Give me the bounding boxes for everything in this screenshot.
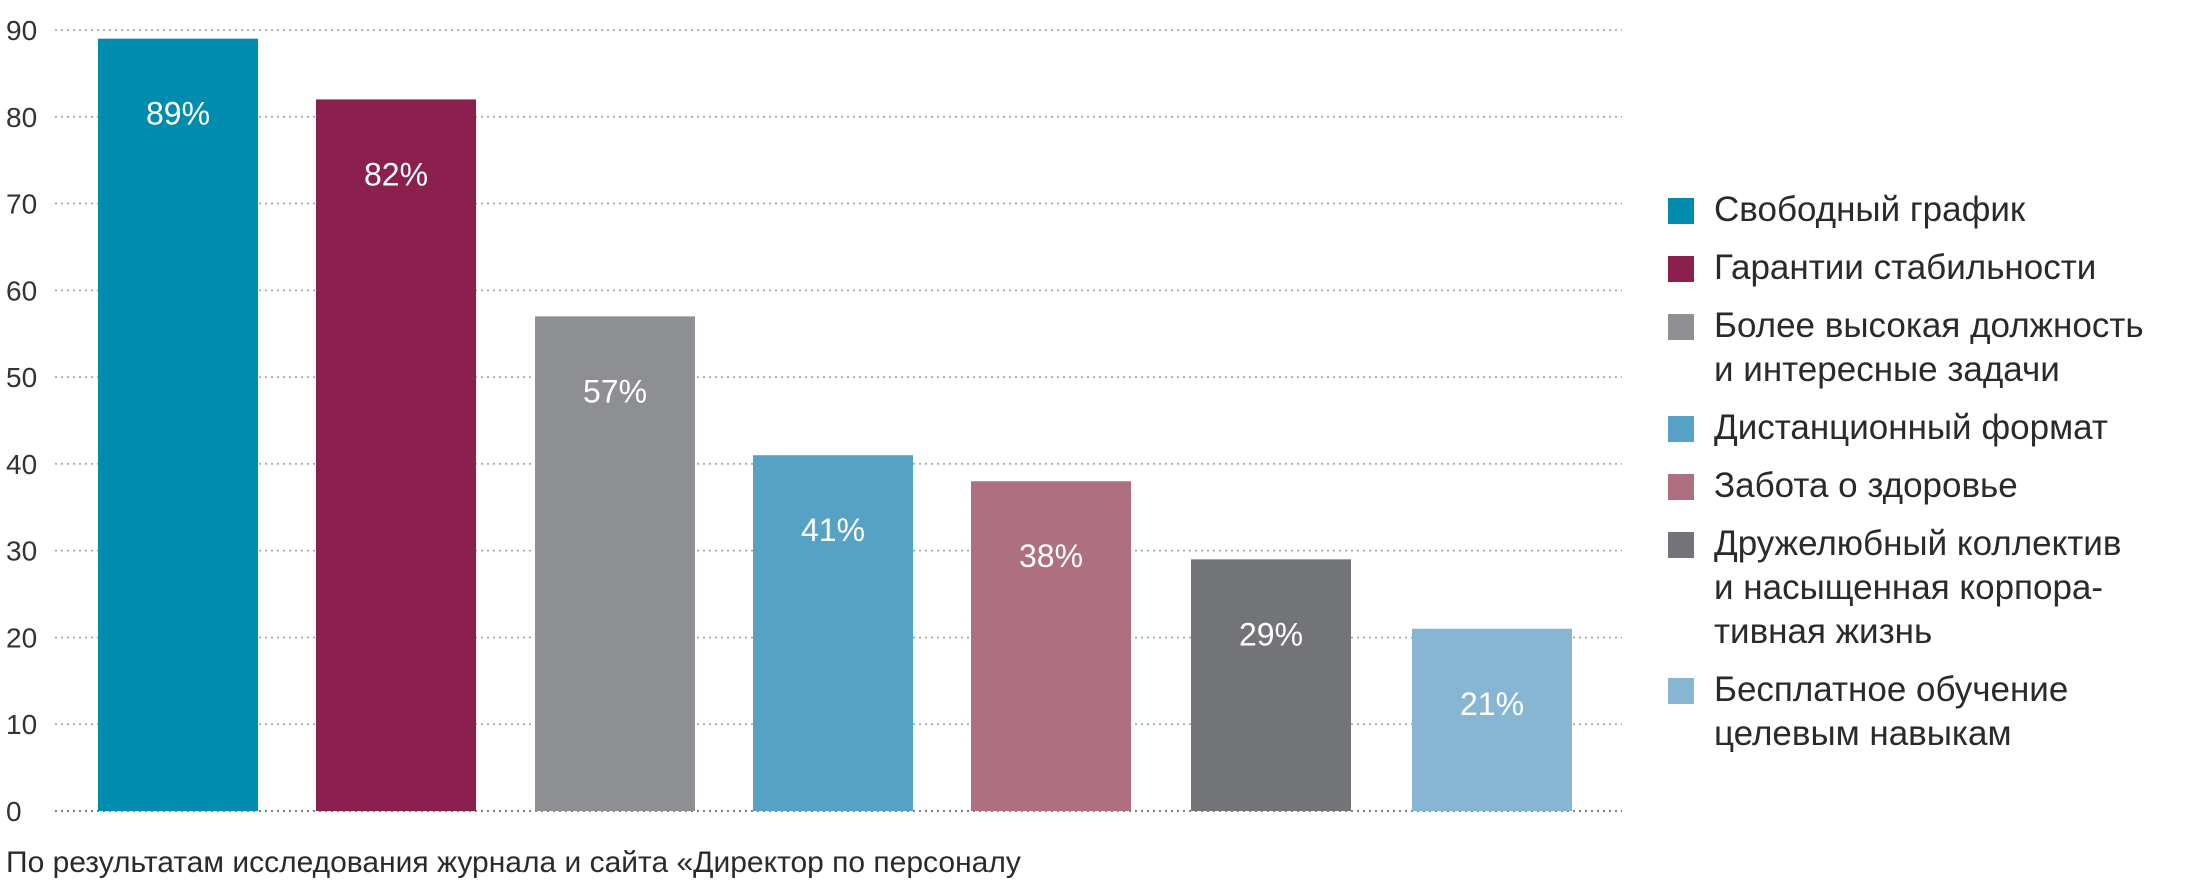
y-axis-ticks: 0 10 20 30 40 50 60 70 80 90 — [6, 15, 37, 827]
bar-data-label: 41% — [801, 512, 865, 548]
y-tick-label: 20 — [6, 622, 37, 653]
legend-label: Бесплатное обучение целевым навыкам — [1714, 670, 2069, 753]
legend-item: Забота о здоровье — [1668, 464, 2188, 508]
bar-data-labels: 89% 82% 57% 41% 38% 29% 21% — [146, 96, 1524, 722]
bar — [316, 99, 476, 811]
bar-data-label: 89% — [146, 96, 210, 132]
legend-label: Свободный график — [1714, 190, 2026, 229]
bars — [98, 38, 1572, 811]
legend-item: Гарантии стабильности — [1668, 246, 2188, 290]
legend-item: Свободный график — [1668, 188, 2188, 232]
legend-swatch — [1668, 256, 1694, 282]
y-tick-label: 80 — [6, 102, 37, 133]
bar — [98, 38, 258, 811]
legend-swatch — [1668, 416, 1694, 442]
bar-data-label: 29% — [1239, 616, 1303, 652]
bar — [1412, 628, 1572, 811]
bar — [1191, 559, 1351, 811]
y-tick-label: 40 — [6, 449, 37, 480]
y-tick-label: 70 — [6, 189, 37, 220]
legend-label: Дистанционный формат — [1714, 408, 2108, 447]
bar-chart: 0 10 20 30 40 50 60 70 80 90 89% 82% 57% 41% 38% 29% 21… — [6, 15, 1622, 827]
legend-item: Более высокая должность и интересные зад… — [1668, 304, 2188, 392]
chart-caption: По результатам исследования журнала и са… — [6, 846, 1021, 879]
legend: Свободный график Гарантии стабильности Бол… — [1668, 188, 2188, 770]
legend-swatch — [1668, 532, 1694, 558]
legend-label: Дружелюбный коллектив и насыщенная корпо… — [1714, 524, 2122, 651]
legend-item: Дружелюбный коллектив и насыщенная корпо… — [1668, 522, 2188, 654]
y-tick-label: 90 — [6, 15, 37, 46]
legend-swatch — [1668, 474, 1694, 500]
legend-swatch — [1668, 678, 1694, 704]
legend-swatch — [1668, 198, 1694, 224]
bar-data-label: 38% — [1019, 538, 1083, 574]
y-tick-label: 30 — [6, 536, 37, 567]
bar — [971, 481, 1131, 811]
legend-label: Более высокая должность и интересные зад… — [1714, 306, 2144, 389]
legend-swatch — [1668, 314, 1694, 340]
legend-item: Бесплатное обучение целевым навыкам — [1668, 668, 2188, 756]
y-tick-label: 10 — [6, 709, 37, 740]
bar — [535, 316, 695, 811]
legend-item: Дистанционный формат — [1668, 406, 2188, 450]
bar-data-label: 57% — [583, 373, 647, 409]
legend-label: Гарантии стабильности — [1714, 248, 2097, 287]
bar-data-label: 82% — [364, 156, 428, 192]
bar-data-label: 21% — [1460, 686, 1524, 722]
bar — [753, 455, 913, 811]
y-tick-label: 0 — [6, 796, 22, 827]
legend-label: Забота о здоровье — [1714, 466, 2018, 505]
y-tick-label: 60 — [6, 275, 37, 306]
y-tick-label: 50 — [6, 362, 37, 393]
